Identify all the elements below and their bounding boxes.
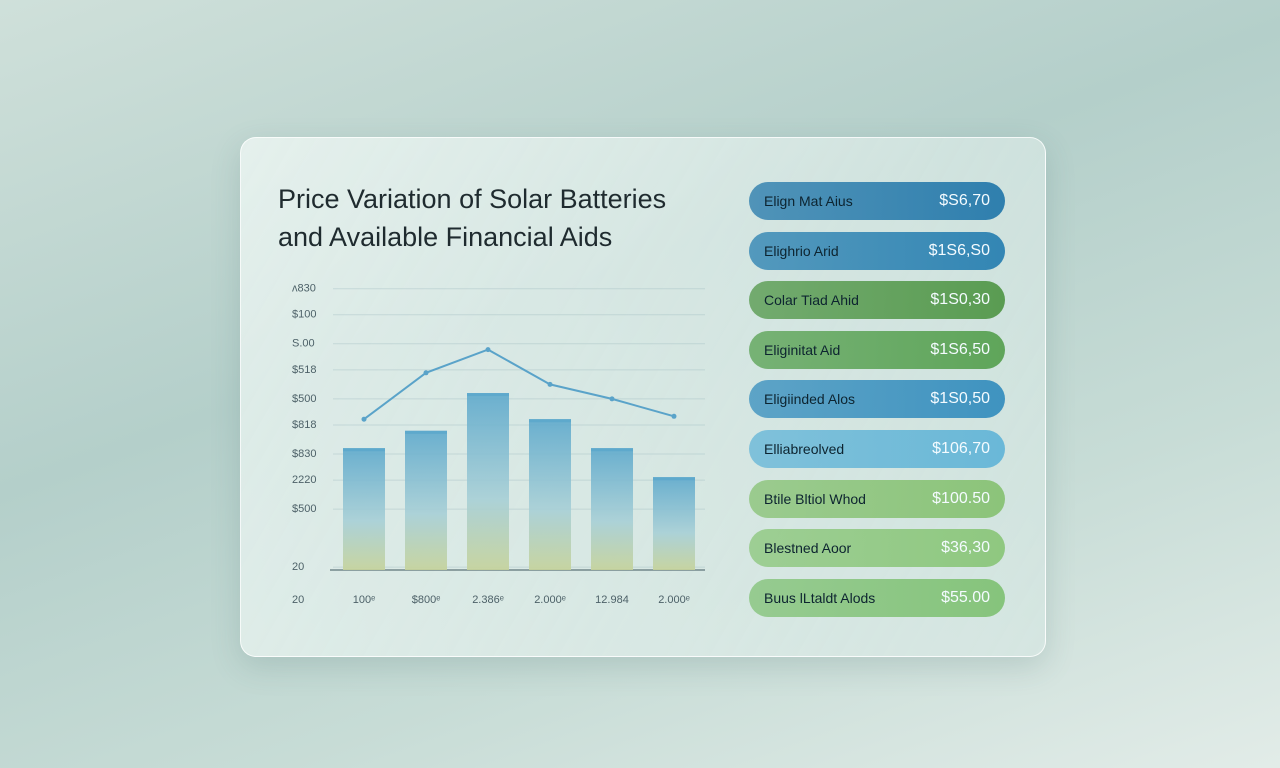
bar	[529, 419, 571, 570]
trend-point	[423, 370, 429, 376]
aid-pill: Elliabreolved $106,70	[749, 430, 1005, 468]
y-tick-label: $518	[292, 364, 316, 376]
x-axis-start-label: 20	[292, 594, 304, 606]
aid-amount: $1S6,S0	[928, 241, 990, 259]
aid-label: Colar Tiad Ahid	[764, 292, 859, 309]
bar	[405, 430, 447, 570]
aid-label: Btile Bltiol Whod	[764, 490, 866, 507]
title-line: and Available Financial Aids	[278, 222, 613, 252]
bar	[343, 448, 385, 570]
aid-pill: Blestned Aoor $36,30	[749, 529, 1005, 568]
y-tick-label: $500	[292, 393, 316, 405]
x-tick-label: 2.000ᵉ	[534, 594, 566, 606]
bar	[653, 477, 695, 570]
title-line: Price Variation of Solar Batteries	[278, 184, 667, 214]
bar-cap	[343, 448, 385, 452]
trend-point	[609, 396, 615, 402]
aid-label: Eligiinded Alos	[764, 391, 856, 408]
bar-cap	[467, 393, 509, 397]
aid-amount: $1S0,30	[930, 291, 990, 309]
trend-point	[361, 416, 367, 422]
aid-pill: Btile Bltiol Whod $100.50	[749, 479, 1005, 518]
aid-amount: $1S0,50	[930, 390, 990, 408]
aid-label: Buus lLtaldt Alods	[764, 589, 876, 606]
y-tick-label: $818	[292, 419, 316, 431]
trend-point	[547, 381, 553, 387]
y-tick-label: $100	[292, 309, 316, 321]
trend-point	[671, 413, 677, 419]
y-tick-label: 2220	[292, 474, 316, 486]
aid-pill: Elighrio Arid $1S6,S0	[749, 231, 1005, 270]
aid-label: Elliabreolved	[764, 441, 845, 457]
aid-label: Elighrio Arid	[764, 242, 839, 259]
bar-cap	[653, 477, 695, 481]
aid-pill: Colar Tiad Ahid $1S0,30	[749, 281, 1005, 320]
trend-point	[485, 347, 491, 353]
y-tick-label: $500	[292, 503, 316, 515]
aid-amount: $1S6,50	[930, 340, 990, 358]
trend-line	[363, 348, 675, 421]
aid-pill: Buus lLtaldt Alods $55.00	[749, 578, 1005, 617]
x-tick-label: 2.000ᵉ	[658, 594, 690, 606]
aid-pill: Eligiinded Alos $1S0,50	[749, 380, 1005, 419]
y-tick-label: 20	[292, 561, 304, 573]
x-tick-label: 100ᵉ	[353, 594, 375, 606]
aid-amount: $100.50	[932, 489, 990, 507]
bar	[591, 448, 633, 570]
x-tick-label: 2.386ᵉ	[472, 594, 504, 606]
y-tick-label: ᴧ830	[292, 283, 316, 295]
y-tick-label: $830	[292, 448, 316, 460]
aid-label: Blestned Aoor	[764, 540, 852, 557]
x-tick-label: 12.984	[595, 594, 629, 606]
aid-amount: $36,30	[941, 539, 990, 557]
aid-pill: Elign Mat Aius $S6,70	[749, 182, 1005, 220]
aid-amount: $S6,70	[939, 192, 990, 209]
bar	[467, 393, 509, 570]
aid-amount: $55.00	[941, 588, 990, 606]
aid-pill: Eliginitat Aid $1S6,50	[749, 330, 1005, 369]
aid-label: Elign Mat Aius	[764, 193, 853, 209]
bar-cap	[591, 448, 633, 452]
aid-amount: $106,70	[932, 440, 990, 457]
bar-cap	[405, 430, 447, 434]
bar-cap	[529, 419, 571, 423]
x-tick-label: $800ᵉ	[412, 594, 441, 606]
aid-label: Eliginitat Aid	[764, 341, 841, 358]
y-tick-label: S.00	[292, 338, 315, 350]
